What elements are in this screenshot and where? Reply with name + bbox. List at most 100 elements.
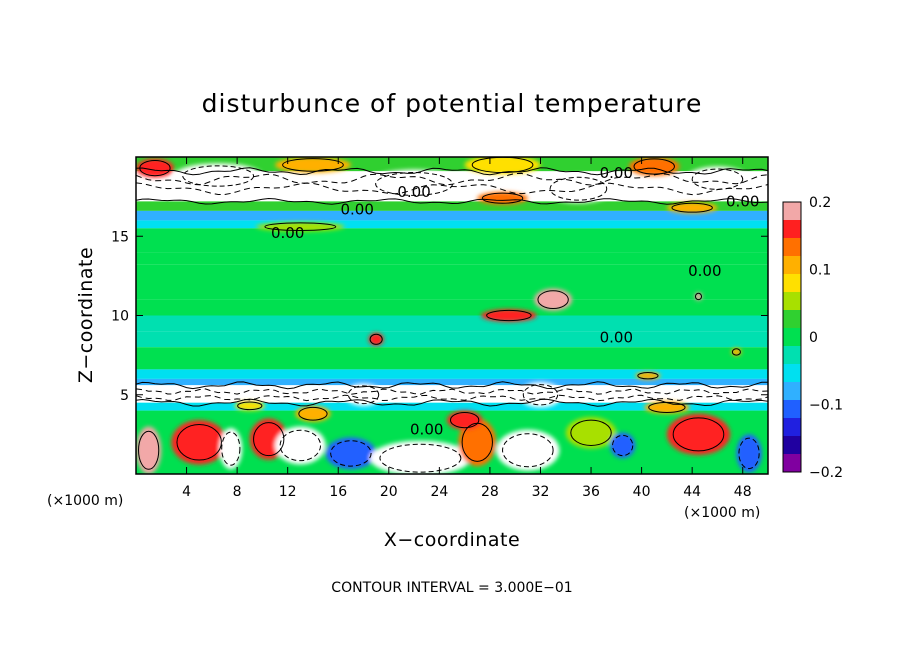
y-tick-label-0: 5: [120, 388, 129, 404]
contour-ring-35: [522, 384, 559, 406]
colorbar-frame: [782, 201, 802, 473]
field-blob-26: [666, 202, 718, 214]
field-blob-16: [234, 401, 265, 411]
contour-line-0: [136, 381, 768, 390]
contour-label-7: 0.00: [410, 421, 443, 439]
colorbar-cell-13: [783, 436, 801, 455]
plot-area: 0.00 0.00 0.00 0.00 0.00 0.00 0.00 0.00: [136, 157, 768, 474]
contour-ring-25: [481, 192, 524, 204]
x-unit-label-right: (×1000 m): [684, 505, 760, 521]
contour-ring-28: [486, 309, 532, 322]
field-blob-30: [368, 332, 384, 346]
contour-ring-0: [176, 424, 222, 461]
contour-ring-15: [648, 401, 686, 414]
contour-ring-8: [502, 433, 554, 468]
contour-ring-16: [237, 401, 263, 411]
field-blob-8: [496, 429, 560, 471]
contour-ring-22: [282, 158, 344, 172]
contour-ring-6: [379, 443, 462, 473]
y-axis-label: Z−coordinate: [75, 247, 97, 383]
contour-line-2: [136, 394, 768, 402]
field-blob-20: [685, 166, 750, 192]
x-tick-label-4: 20: [380, 484, 398, 500]
contour-ring-14: [449, 412, 480, 429]
contour-ring-21: [139, 159, 171, 177]
contour-label-1: 0.00: [340, 200, 373, 218]
y-tick-label-2: 15: [111, 229, 129, 245]
field-band-13: [136, 378, 768, 386]
field-blob-1: [136, 426, 162, 474]
field-band-11: [136, 347, 768, 370]
colorbar-tick-label-0: 0.2: [809, 195, 831, 211]
field-band-5: [136, 228, 768, 253]
field-band-9: [136, 315, 768, 332]
contour-ring-5: [330, 440, 372, 467]
contour-ring-11: [672, 417, 725, 452]
contour-label-2: 0.00: [271, 224, 304, 242]
contour-ring-27: [264, 222, 337, 232]
colorbar-cell-6: [783, 310, 801, 329]
x-tick-label-8: 36: [582, 484, 600, 500]
contour-ring-20: [691, 168, 744, 190]
contour-line-1: [136, 388, 768, 395]
field-blob-25: [477, 191, 528, 205]
blob-layer: [136, 157, 762, 474]
contour-ring-1: [138, 430, 160, 470]
field-blob-11: [666, 413, 731, 455]
field-blob-10: [610, 432, 636, 459]
field-blob-14: [446, 410, 483, 430]
field-blob-13: [295, 405, 331, 422]
contour-ring-32: [637, 372, 659, 380]
contour-layer: [136, 157, 768, 473]
contour-ring-34: [347, 385, 380, 405]
x-axis: 4 8 12 16 20 24 28 32 36 40 44 48: [182, 157, 752, 500]
colorbar-tick-label-2: 0: [809, 330, 818, 346]
contour-ring-10: [612, 434, 634, 457]
field-band-4: [136, 220, 768, 229]
colorbar-cell-0: [783, 202, 801, 221]
colorbar: 0.2 0.1 0 −0.1 −0.2: [782, 195, 843, 481]
colorbar-cell-8: [783, 346, 801, 365]
contour-line-3: [136, 398, 768, 407]
x-tick-label-1: 8: [233, 484, 242, 500]
x-tick-label-6: 28: [481, 484, 499, 500]
contour-ring-30: [369, 333, 383, 345]
x-tick-label-7: 32: [532, 484, 550, 500]
field-band-10: [136, 331, 768, 348]
field-band-3: [136, 210, 768, 221]
field-blob-21: [136, 158, 174, 178]
x-tick-label-0: 4: [182, 484, 191, 500]
field-band-2: [136, 201, 768, 211]
colorbar-tick-label-1: 0.1: [809, 263, 831, 279]
contour-label-5: 0.00: [688, 262, 721, 280]
contour-ring-4: [279, 429, 322, 462]
contour-ring-17: [182, 165, 255, 187]
field-blob-12: [736, 434, 762, 473]
field-blob-4: [275, 426, 326, 465]
colorbar-cell-12: [783, 418, 801, 437]
field-band-15: [136, 402, 768, 411]
field-band-6: [136, 252, 768, 265]
field-blob-31: [694, 292, 703, 301]
contour-label-layer: 0.00 0.00 0.00 0.00 0.00 0.00 0.00 0.00: [271, 164, 759, 439]
field-blob-19: [543, 174, 614, 203]
colorbar-ticks: 0.2 0.1 0 −0.1 −0.2: [809, 195, 843, 481]
colorbar-cell-4: [783, 274, 801, 293]
x-unit-label-left: (×1000 m): [47, 493, 123, 509]
contour-label-6: 0.00: [600, 329, 633, 347]
field-blob-17: [173, 163, 263, 189]
x-tick-label-9: 40: [633, 484, 651, 500]
contour-ring-2: [221, 431, 241, 466]
contour-ring-13: [298, 406, 328, 421]
colorbar-cell-14: [783, 454, 801, 473]
colorbar-cell-1: [783, 220, 801, 239]
colorbar-tick-label-3: −0.1: [809, 398, 843, 414]
colorbar-cell-7: [783, 328, 801, 347]
field-band-8: [136, 299, 768, 316]
field-band-12: [136, 369, 768, 379]
field-band-7: [136, 264, 768, 300]
chart-title: disturbunce of potential temperature: [202, 89, 703, 118]
field-blob-7: [458, 418, 497, 467]
field-blob-9: [565, 416, 617, 449]
